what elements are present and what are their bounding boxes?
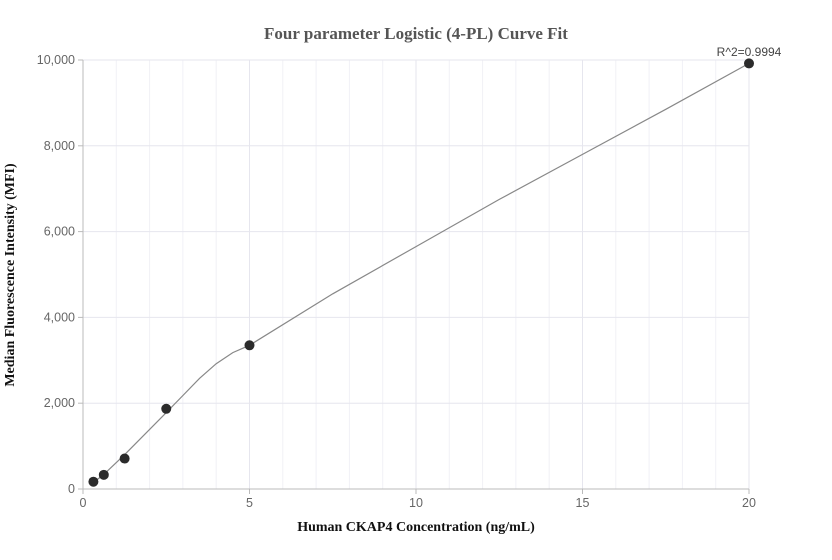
data-point <box>88 476 99 487</box>
x-tick-label: 20 <box>742 496 756 510</box>
data-point <box>244 340 255 351</box>
y-axis-label: Median Fluorescence Intensity (MFI) <box>3 163 18 387</box>
x-tick-label: 10 <box>409 496 423 510</box>
data-point <box>119 453 130 464</box>
r-squared-annotation: R^2=0.9994 <box>717 45 782 59</box>
fit-curve <box>93 62 750 484</box>
y-tick-label: 10,000 <box>37 53 75 67</box>
axes: 0 5 10 15 20 0 2,000 4,000 6,000 8,000 10,000 <box>37 53 756 510</box>
y-tick-label: 0 <box>68 482 75 496</box>
y-tick-label: 2,000 <box>44 396 75 410</box>
data-points <box>88 58 754 487</box>
fit-curve-group <box>93 62 750 484</box>
grid <box>83 59 750 489</box>
y-tick-label: 8,000 <box>44 139 75 153</box>
data-point <box>98 469 109 480</box>
chart-title: Four parameter Logistic (4-PL) Curve Fit <box>264 24 568 43</box>
x-axis-label: Human CKAP4 Concentration (ng/mL) <box>297 520 535 535</box>
x-tick-label: 0 <box>80 496 87 510</box>
x-tick-label: 5 <box>246 496 253 510</box>
data-point <box>161 403 172 414</box>
y-tick-label: 4,000 <box>44 310 75 324</box>
x-tick-label: 15 <box>576 496 590 510</box>
y-tick-label: 6,000 <box>44 225 75 239</box>
data-point <box>744 58 754 69</box>
